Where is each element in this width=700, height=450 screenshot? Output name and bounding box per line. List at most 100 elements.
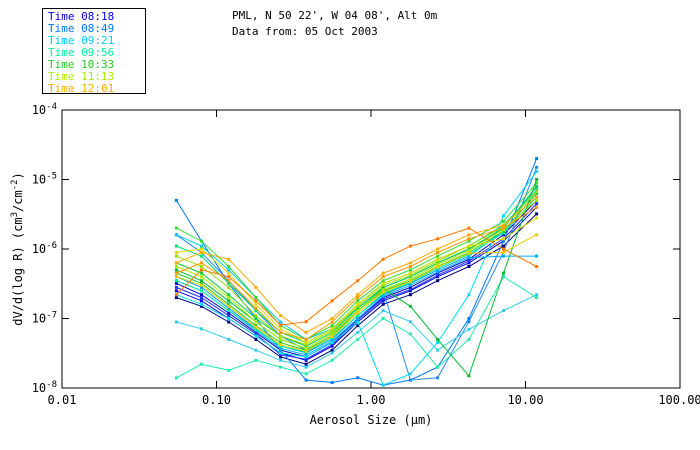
data-point-marker (200, 275, 203, 279)
data-point-marker (408, 280, 412, 284)
series-line (176, 206, 537, 361)
data-point-marker (535, 190, 539, 194)
legend-item: Time 11:13 (48, 70, 115, 83)
data-point-marker (436, 251, 440, 254)
data-point-marker (227, 304, 231, 308)
data-point-marker (174, 244, 178, 248)
data-point-marker (174, 289, 178, 293)
data-point-marker (535, 195, 539, 199)
data-point-marker (174, 275, 178, 279)
data-point-marker (227, 281, 231, 285)
data-point-marker (408, 320, 412, 324)
data-point-marker (356, 324, 360, 328)
data-point-marker (200, 251, 203, 254)
x-axis-title: Aerosol Size (μm) (310, 413, 433, 427)
data-point-marker (227, 275, 231, 279)
x-tick-label: 0.01 (48, 393, 77, 407)
data-point-marker (381, 283, 385, 287)
y-axis-title: dV/d(log R) (cm3/cm-2) (10, 172, 25, 326)
data-point-marker (254, 285, 258, 289)
data-point-marker (254, 317, 258, 320)
series-line (176, 196, 537, 333)
data-point-marker (279, 347, 283, 350)
data-point-marker (227, 268, 231, 272)
data-point-marker (200, 296, 203, 300)
data-point-marker (356, 317, 360, 320)
data-point-marker (330, 320, 334, 324)
data-point-marker (381, 257, 385, 261)
data-point-marker (381, 302, 385, 306)
data-point-marker (381, 290, 385, 294)
data-point-marker (436, 341, 440, 345)
data-point-marker (254, 302, 258, 306)
data-point-marker (200, 293, 203, 297)
data-point-marker (174, 226, 178, 230)
data-point-marker (408, 283, 412, 287)
data-point-marker (467, 237, 471, 241)
data-point-marker (174, 293, 178, 297)
data-point-marker (408, 285, 412, 289)
data-point-marker (227, 314, 231, 318)
y-tick-label: 10-8 (32, 380, 57, 395)
data-point-marker (381, 383, 385, 387)
data-point-marker (254, 324, 258, 328)
plot-title: PML, N 50 22', W 04 08', Alt 0m (232, 9, 438, 22)
data-point-marker (279, 343, 283, 347)
data-point-marker (356, 302, 360, 306)
series-line (176, 227, 537, 326)
data-point-marker (330, 348, 334, 352)
series-line (176, 196, 537, 353)
data-point-marker (381, 309, 385, 313)
x-tick-label: 100.00 (658, 393, 700, 407)
data-point-marker (174, 268, 178, 272)
legend-item: Time 09:56 (48, 46, 115, 59)
data-point-marker (304, 347, 308, 350)
data-point-marker (408, 271, 412, 275)
series-line (176, 213, 537, 365)
data-point-marker (436, 265, 440, 269)
data-point-marker (254, 299, 258, 303)
data-point-marker (502, 219, 505, 223)
data-point-marker (356, 311, 360, 315)
data-point-marker (467, 317, 471, 320)
data-point-marker (467, 239, 471, 243)
data-point-marker (330, 299, 334, 303)
data-point-marker (304, 372, 308, 376)
series-line (176, 206, 537, 340)
data-point-marker (535, 265, 539, 268)
data-point-marker (304, 349, 308, 353)
data-point-marker (467, 374, 471, 378)
data-point-marker (408, 273, 412, 277)
legend-item: Time 08:49 (48, 22, 115, 35)
data-point-marker (279, 337, 283, 341)
data-point-marker (535, 202, 539, 206)
data-point-marker (502, 247, 505, 251)
data-point-marker (535, 181, 539, 185)
data-point-marker (381, 297, 385, 301)
data-point-marker (436, 259, 440, 263)
data-point-marker (279, 327, 283, 331)
data-point-marker (535, 165, 539, 169)
data-point-marker (408, 304, 412, 308)
data-point-marker (200, 261, 203, 265)
data-point-marker (200, 279, 203, 283)
data-point-marker (279, 320, 283, 324)
data-point-marker (535, 293, 539, 297)
data-point-marker (279, 334, 283, 338)
data-point-marker (467, 261, 471, 265)
data-point-marker (436, 348, 440, 352)
data-point-marker (356, 320, 360, 324)
data-point-marker (535, 205, 539, 209)
data-point-marker (330, 332, 334, 336)
data-point-marker (381, 299, 385, 303)
data-point-marker (254, 309, 258, 313)
data-point-marker (254, 334, 258, 338)
plot-titles: PML, N 50 22', W 04 08', Alt 0m Data fro… (232, 8, 437, 40)
data-point-marker (304, 355, 308, 359)
data-point-marker (200, 299, 203, 303)
x-tick-label: 10.00 (507, 393, 543, 407)
data-point-marker (535, 170, 539, 174)
data-point-marker (502, 271, 505, 275)
